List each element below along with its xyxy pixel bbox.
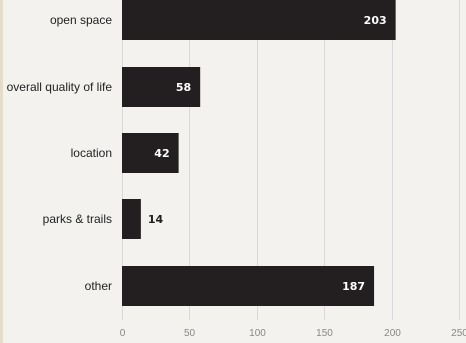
- value-label-3: 14: [148, 213, 164, 226]
- x-axis-ticks: 0 50 100 150 200 250: [120, 328, 466, 339]
- chart-canvas: 203 58 42 14 187 open space overall quality o…: [3, 0, 466, 343]
- value-label-2: 42: [154, 147, 169, 160]
- x-tick-label-50: 50: [184, 328, 196, 339]
- category-labels: open space overall quality of life locatio…: [7, 13, 113, 293]
- bar-0: [122, 0, 396, 40]
- bar-4: [122, 266, 374, 306]
- category-label-4: other: [85, 279, 112, 293]
- category-label-2: location: [71, 146, 112, 160]
- value-label-4: 187: [342, 280, 365, 293]
- x-tick-label-100: 100: [249, 328, 266, 339]
- bar-3: [122, 199, 141, 239]
- bar-layer: 203 58 42 14 187: [122, 0, 396, 306]
- x-tick-label-0: 0: [120, 328, 126, 339]
- x-tick-label-200: 200: [384, 328, 401, 339]
- category-label-3: parks & trails: [43, 212, 112, 226]
- value-label-1: 58: [176, 81, 191, 94]
- value-label-0: 203: [364, 14, 387, 27]
- x-tick-label-250: 250: [451, 328, 466, 339]
- x-tick-label-150: 150: [316, 328, 333, 339]
- category-label-0: open space: [50, 13, 112, 27]
- bar-2: [122, 133, 179, 173]
- category-label-1: overall quality of life: [7, 80, 113, 94]
